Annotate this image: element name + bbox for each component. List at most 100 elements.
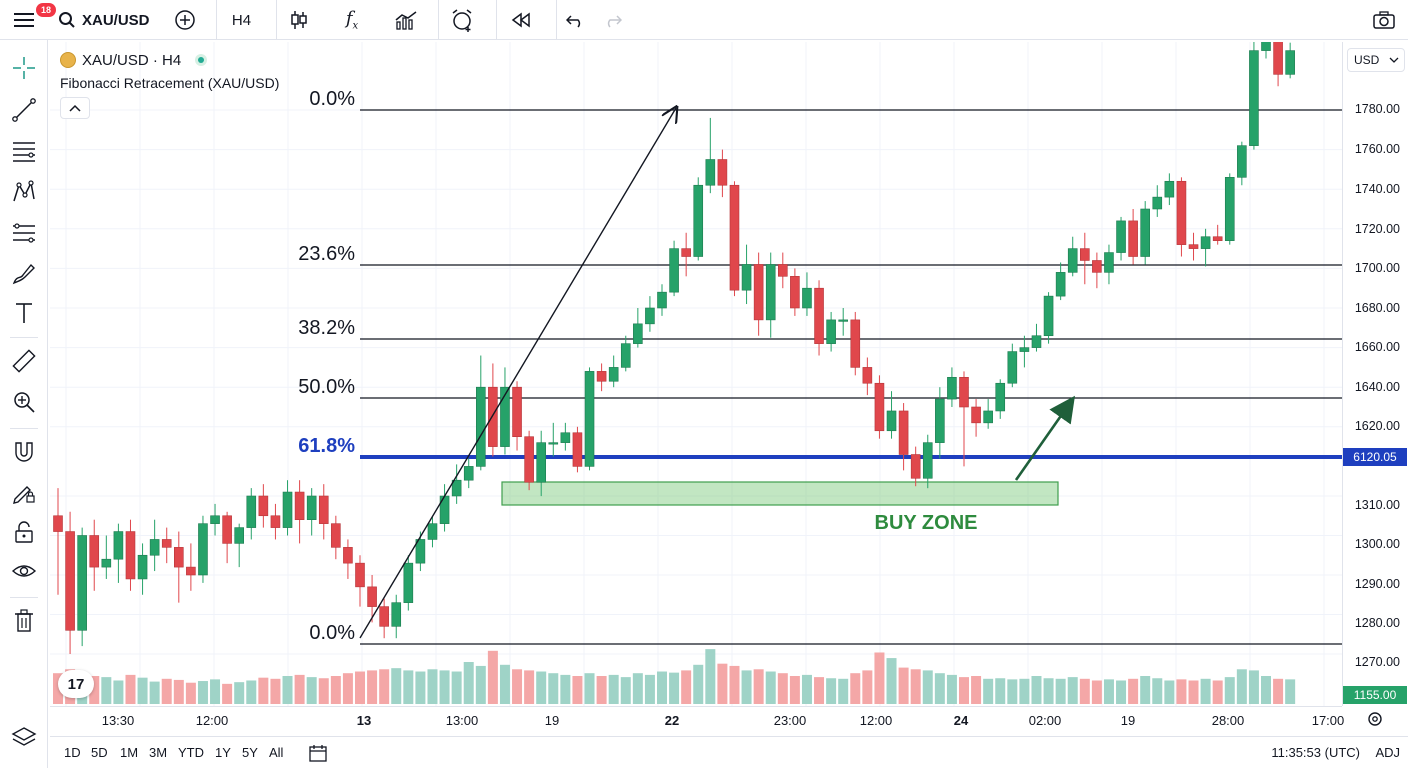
buy-zone-rect xyxy=(501,481,1059,506)
templates-button[interactable] xyxy=(384,0,428,40)
volume-bar xyxy=(125,674,136,704)
price-scale[interactable]: USD 1780.00 1760.00 1740.00 1720.00 1700.00 1… xyxy=(1342,42,1408,706)
forecast-tool[interactable] xyxy=(9,218,39,248)
volume-bar xyxy=(1140,676,1151,704)
volume-bar xyxy=(608,674,619,704)
toolbar-divider xyxy=(10,337,38,338)
candle-body xyxy=(777,264,788,277)
candle-body xyxy=(1249,50,1259,146)
symbol-search[interactable]: XAU/USD xyxy=(58,0,158,40)
interval-button[interactable]: H4 xyxy=(216,0,266,40)
candle-body xyxy=(1188,244,1199,249)
range-button-ytd[interactable]: YTD xyxy=(178,745,204,760)
compare-button[interactable] xyxy=(170,0,200,40)
volume-bar xyxy=(959,677,969,704)
volume-bar xyxy=(222,683,233,704)
fib-level-label: 23.6% xyxy=(298,243,355,265)
candle-body xyxy=(983,410,993,424)
bar-chart-icon xyxy=(395,11,417,30)
alert-button[interactable] xyxy=(438,0,484,40)
volume-bar xyxy=(1273,678,1284,704)
range-button-1y[interactable]: 1Y xyxy=(215,745,231,760)
time-tick: 22 xyxy=(664,713,680,728)
snapshot-button[interactable] xyxy=(1366,0,1402,40)
currency-select[interactable]: USD xyxy=(1347,48,1405,72)
indicator-legend[interactable]: Fibonacci Retracement (XAU/USD) xyxy=(60,75,280,91)
replay-button[interactable] xyxy=(496,0,544,40)
clock-display[interactable]: 11:35:53 (UTC) xyxy=(1271,745,1360,760)
price-tick: 1280.00 xyxy=(1354,616,1400,630)
fib-level-label: 50.0% xyxy=(298,376,355,398)
text-tool[interactable] xyxy=(9,298,39,328)
lock-all-tool[interactable] xyxy=(9,517,39,547)
redo-button[interactable] xyxy=(596,0,630,40)
date-range-button[interactable] xyxy=(308,743,328,768)
candle-body xyxy=(198,523,208,576)
volume-bar xyxy=(1043,678,1054,704)
range-button-1m[interactable]: 1M xyxy=(120,745,139,760)
lock-drawing-tool[interactable] xyxy=(9,477,39,507)
volume-bar xyxy=(765,671,776,704)
range-button-5d[interactable]: 5D xyxy=(91,745,108,760)
candle-body xyxy=(343,547,353,564)
time-axis[interactable]: 13:30 12:00 13 13:00 19 22 23:00 12:00 24 02:00 19… xyxy=(50,706,1344,734)
crosshair-tool[interactable] xyxy=(9,53,39,83)
pattern-tool[interactable] xyxy=(9,177,39,207)
symbol-label: XAU/USD xyxy=(82,11,150,29)
candle-body xyxy=(838,319,849,322)
time-tick: 12:00 xyxy=(859,713,893,728)
trend-line-icon xyxy=(12,98,36,122)
projection-icon xyxy=(13,223,35,243)
brush-icon xyxy=(12,263,35,285)
volume-bar xyxy=(1128,678,1139,704)
range-button-1d[interactable]: 1D xyxy=(64,745,81,760)
camera-icon xyxy=(1373,11,1395,29)
menu-button[interactable]: 18 xyxy=(6,0,56,40)
chart-type-button[interactable] xyxy=(276,0,320,40)
chart-pane[interactable]: 0.0% 23.6% 38.2% 50.0% 61.8% 0.0% BUY ZONE xyxy=(50,42,1342,706)
candle-body xyxy=(971,406,981,424)
range-button-5y[interactable]: 5Y xyxy=(242,745,258,760)
tradingview-logo[interactable]: 17 xyxy=(58,670,94,698)
volume-bar xyxy=(512,669,523,704)
axis-settings-button[interactable] xyxy=(1366,710,1384,733)
candle-body xyxy=(850,319,861,368)
candle-body xyxy=(1104,252,1114,273)
object-tree-button[interactable] xyxy=(9,722,39,752)
brush-tool[interactable] xyxy=(9,259,39,289)
collapse-legend-button[interactable] xyxy=(60,97,90,119)
indicators-button[interactable]: fx xyxy=(332,0,372,40)
undo-button[interactable] xyxy=(556,0,592,40)
zoom-tool[interactable] xyxy=(9,387,39,417)
price-tick: 1780.00 xyxy=(1354,102,1400,116)
pencil-lock-icon xyxy=(13,486,35,504)
magnet-tool[interactable] xyxy=(9,437,39,467)
candle-body xyxy=(1261,42,1271,51)
volume-bar xyxy=(862,670,873,704)
range-button-all[interactable]: All xyxy=(269,745,284,760)
volume-bar xyxy=(499,664,510,704)
range-button-3m[interactable]: 3M xyxy=(149,745,168,760)
volume-bar xyxy=(681,670,692,704)
adjust-toggle[interactable]: ADJ xyxy=(1375,745,1400,760)
volume-bar xyxy=(270,678,281,704)
remove-drawings-tool[interactable] xyxy=(9,606,39,636)
fib-tool[interactable] xyxy=(9,136,39,166)
measure-tool[interactable] xyxy=(9,346,39,376)
candle-body xyxy=(898,410,909,455)
symbol-legend-row[interactable]: XAU/USD · H4 xyxy=(60,50,279,70)
trend-line-tool[interactable] xyxy=(9,95,39,125)
volume-bar xyxy=(113,680,124,704)
candle-body xyxy=(1200,236,1211,249)
candle-body xyxy=(331,523,341,548)
candle-body xyxy=(161,539,172,548)
alarm-clock-icon xyxy=(452,9,471,32)
undo-icon xyxy=(565,15,580,28)
hide-drawings-tool[interactable] xyxy=(9,556,39,586)
volume-bar xyxy=(1248,670,1259,704)
time-tick: 28:00 xyxy=(1211,713,1245,728)
candle-body xyxy=(367,586,377,607)
candle-body xyxy=(137,554,148,580)
volume-bar xyxy=(282,676,293,704)
volume-label: 1155.00 xyxy=(1343,686,1407,704)
